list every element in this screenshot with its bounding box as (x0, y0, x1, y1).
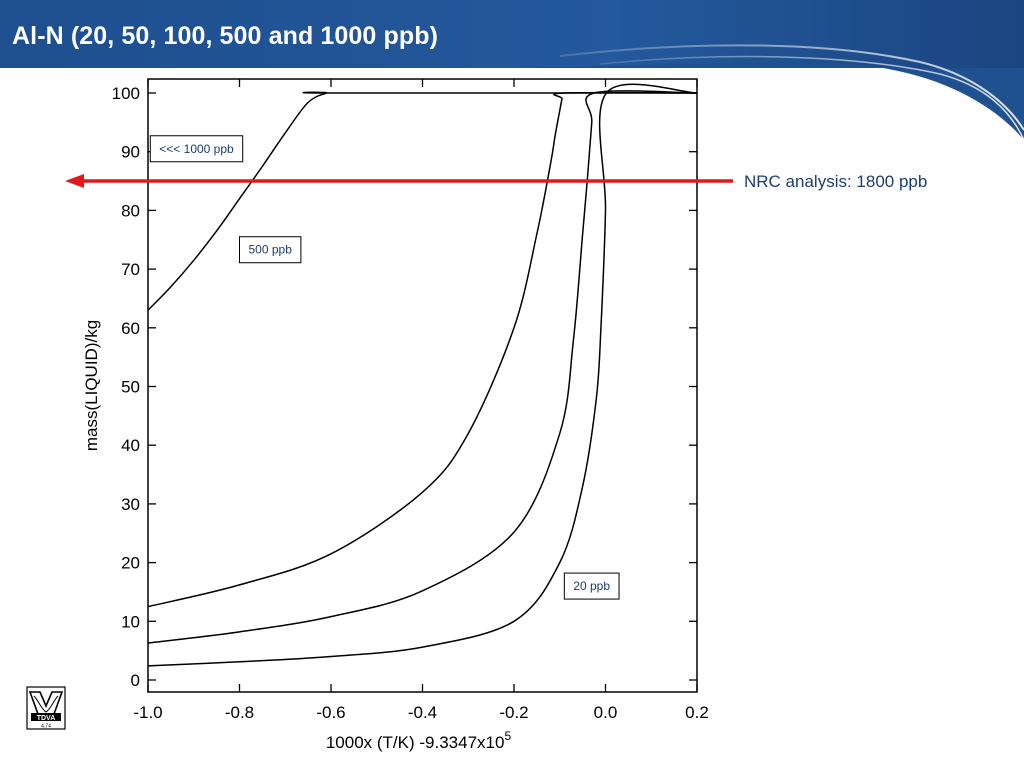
logo-text: TDVA (37, 715, 56, 722)
series-label-frame (239, 236, 302, 264)
series-label-box: 20 ppb (563, 572, 620, 600)
x-axis-label: 1000x (T/K) -9.3347x105 (326, 729, 512, 752)
series-line-4 (147, 83, 698, 667)
x-tick-label: -0.4 (408, 703, 437, 722)
y-tick-label: 10 (121, 612, 140, 631)
header-swoosh-line (559, 44, 1024, 131)
tdva-logo: TDVA 4.74 (26, 686, 66, 730)
x-tick-label: -0.8 (225, 703, 254, 722)
plot-frame (147, 78, 698, 693)
y-tick-label: 40 (121, 436, 140, 455)
nrc-annotation: NRC analysis: 1800 ppb (65, 172, 927, 191)
y-axis-label: mass(LIQUID)/kg (82, 320, 101, 451)
series-group (147, 83, 698, 667)
series-label-frame (563, 572, 620, 600)
slide-header: Al-N (20, 50, 100, 500 and 1000 ppb) (0, 0, 1024, 150)
y-tick-label: 20 (121, 554, 140, 573)
y-tick-label: 60 (121, 319, 140, 338)
nrc-arrow-head (65, 174, 84, 189)
series-label: 20 ppb (573, 579, 610, 593)
series-label-box: <<< 1000 ppb (149, 135, 244, 163)
header-band (0, 0, 1024, 68)
x-tick-label: -0.2 (499, 703, 528, 722)
series-label: 500 ppb (249, 243, 293, 257)
y-tick-label: 30 (121, 495, 140, 514)
header-swoosh (520, 62, 1024, 140)
y-tick-label: 90 (121, 143, 140, 162)
y-tick-label: 100 (112, 84, 140, 103)
series-label: <<< 1000 ppb (159, 142, 234, 156)
y-tick-label: 80 (121, 201, 140, 220)
axis-ticks: -1.0 -0.8 -0.6 -0.4 -0.2 0.0 0.2 0 10 20 30 40 50 60 7… (112, 79, 709, 722)
slide-title: Al-N (20, 50, 100, 500 and 1000 ppb) (12, 22, 438, 50)
y-tick-label: 70 (121, 260, 140, 279)
header-swoosh-line (599, 55, 1024, 141)
y-tick-label: 0 (131, 671, 140, 690)
x-tick-label: 0.0 (594, 703, 618, 722)
annotations: <<< 1000 ppb 500 ppb 20 ppb NRC analysis: 1… (65, 135, 927, 600)
header-background (0, 0, 1024, 141)
series-line-1 (147, 91, 697, 311)
x-tick-label: 0.2 (685, 703, 709, 722)
series-label-box: 500 ppb (239, 236, 302, 264)
series-line-2 (147, 91, 698, 608)
x-tick-label: -1.0 (133, 703, 162, 722)
nrc-analysis-label: NRC analysis: 1800 ppb (744, 172, 927, 191)
series-line-3 (147, 90, 698, 644)
series-label-frame (149, 135, 244, 163)
y-tick-label: 50 (121, 378, 140, 397)
logo-subtext: 4.74 (41, 724, 51, 730)
x-tick-label: -0.6 (316, 703, 345, 722)
